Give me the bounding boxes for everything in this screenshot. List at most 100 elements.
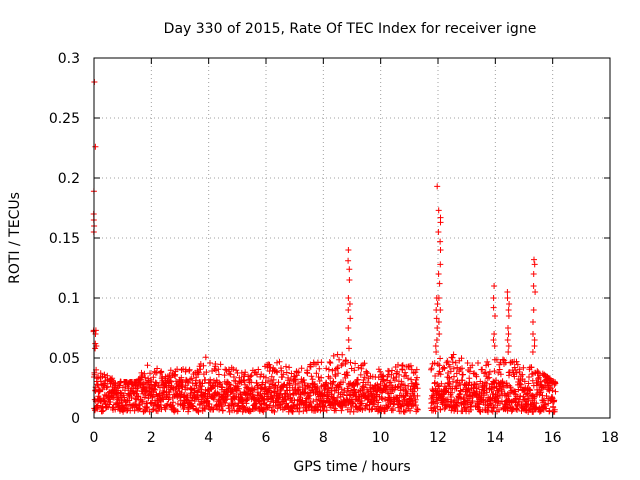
data-point xyxy=(434,301,441,307)
data-point xyxy=(434,325,441,331)
data-point xyxy=(323,407,330,414)
data-point xyxy=(375,399,382,406)
data-point xyxy=(329,385,335,392)
data-point xyxy=(458,355,465,362)
data-point xyxy=(137,406,143,412)
data-point xyxy=(308,373,315,380)
data-point xyxy=(203,369,210,376)
data-point xyxy=(348,404,355,411)
data-point xyxy=(497,371,504,378)
data-point xyxy=(334,394,341,401)
data-point xyxy=(195,408,202,415)
data-point xyxy=(496,406,502,413)
data-point xyxy=(318,359,325,366)
data-point xyxy=(378,395,385,401)
y-tick-label: 0.2 xyxy=(58,171,80,187)
data-point xyxy=(101,371,108,378)
data-point xyxy=(192,387,198,394)
data-point xyxy=(451,373,457,380)
data-point xyxy=(521,378,528,385)
data-point xyxy=(446,375,453,382)
data-point xyxy=(217,361,224,368)
data-point xyxy=(368,406,375,413)
data-point xyxy=(313,370,320,377)
data-point xyxy=(321,404,328,411)
data-point xyxy=(414,385,421,392)
data-point xyxy=(315,374,322,380)
data-point xyxy=(436,280,443,287)
data-point xyxy=(158,369,165,376)
data-point xyxy=(437,247,444,253)
data-point xyxy=(242,381,248,388)
data-point xyxy=(444,358,451,365)
data-point xyxy=(530,319,536,325)
data-point xyxy=(360,377,367,383)
data-point xyxy=(97,387,103,394)
data-point xyxy=(334,364,341,371)
data-point xyxy=(353,403,359,410)
data-point xyxy=(414,406,421,413)
data-point xyxy=(526,386,533,393)
data-point xyxy=(435,207,442,214)
data-point xyxy=(268,389,275,396)
data-point xyxy=(264,396,271,403)
data-point xyxy=(231,407,238,414)
data-point xyxy=(345,295,352,301)
data-point xyxy=(530,331,536,337)
data-point xyxy=(433,337,440,343)
data-point xyxy=(100,407,107,414)
y-tick-label: 0.15 xyxy=(49,231,80,247)
data-point xyxy=(505,393,512,400)
data-point xyxy=(320,403,327,410)
data-point xyxy=(199,380,206,387)
data-point xyxy=(504,289,511,295)
data-point xyxy=(204,395,211,402)
data-point xyxy=(527,387,534,393)
data-point xyxy=(548,394,555,401)
data-point xyxy=(531,261,538,268)
data-point xyxy=(314,384,321,391)
data-point xyxy=(493,356,500,363)
data-point xyxy=(531,256,537,263)
data-point xyxy=(174,408,181,415)
data-point xyxy=(241,371,248,378)
data-point xyxy=(325,384,332,391)
data-point xyxy=(260,408,267,415)
data-point xyxy=(316,378,323,384)
data-point xyxy=(150,374,157,381)
data-point xyxy=(504,295,511,301)
data-point xyxy=(437,307,444,313)
data-point xyxy=(405,383,412,389)
data-point xyxy=(454,364,461,371)
data-point xyxy=(516,380,523,387)
data-point xyxy=(283,369,290,376)
data-point xyxy=(271,408,278,415)
data-point xyxy=(352,389,359,396)
data-point xyxy=(394,368,401,375)
data-point xyxy=(261,397,268,404)
y-tick-label: 0.3 xyxy=(58,51,80,67)
data-points xyxy=(90,79,559,415)
data-point xyxy=(459,377,466,384)
data-point xyxy=(255,366,262,373)
data-point xyxy=(357,371,364,378)
data-point xyxy=(449,359,456,366)
data-point xyxy=(465,386,472,393)
data-point xyxy=(507,384,514,391)
data-point xyxy=(435,319,442,325)
data-point xyxy=(405,375,411,382)
data-point xyxy=(399,362,406,369)
data-point xyxy=(276,358,283,365)
data-point xyxy=(227,382,234,388)
data-point xyxy=(377,368,384,375)
data-point xyxy=(152,379,159,386)
data-point xyxy=(200,362,207,369)
data-point xyxy=(460,371,466,378)
data-point xyxy=(340,379,347,386)
data-point xyxy=(266,402,273,409)
data-point xyxy=(91,371,98,378)
data-point xyxy=(437,238,444,245)
data-point xyxy=(212,361,219,367)
data-point xyxy=(380,376,387,383)
